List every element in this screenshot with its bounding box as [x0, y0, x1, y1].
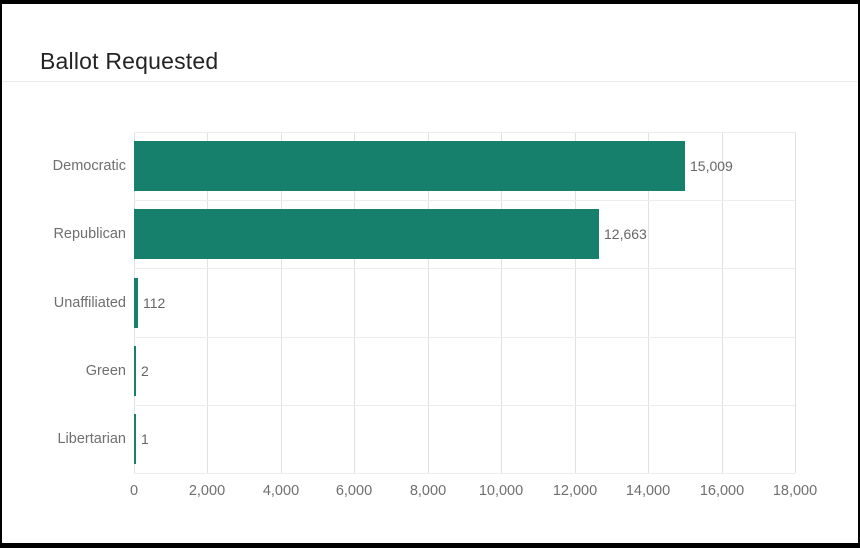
x-tick-label: 4,000 — [262, 483, 300, 499]
x-tick-label: 16,000 — [699, 483, 745, 499]
x-gridline — [795, 132, 796, 473]
bar-democratic[interactable] — [134, 141, 685, 191]
x-gridline — [501, 132, 502, 473]
row-gridline — [134, 132, 795, 133]
x-gridline — [428, 132, 429, 473]
x-tick-label: 18,000 — [772, 483, 818, 499]
value-label: 1 — [141, 431, 149, 447]
category-label-democratic: Democratic — [52, 158, 126, 174]
row-gridline — [134, 405, 795, 406]
row-gridline — [134, 473, 795, 474]
x-gridline — [575, 132, 576, 473]
value-label: 12,663 — [604, 226, 647, 242]
category-label-green: Green — [85, 363, 126, 379]
bar-libertarian[interactable] — [134, 414, 136, 464]
x-gridline — [281, 132, 282, 473]
x-gridline — [207, 132, 208, 473]
category-label-republican: Republican — [53, 226, 126, 242]
chart-title: Ballot Requested — [40, 48, 219, 74]
x-tick-label: 10,000 — [478, 483, 524, 499]
x-tick-label: 8,000 — [409, 483, 447, 499]
title-divider — [2, 81, 858, 82]
value-label: 15,009 — [690, 158, 733, 174]
x-gridline — [722, 132, 723, 473]
value-label: 2 — [141, 363, 149, 379]
row-gridline — [134, 200, 795, 201]
x-tick-label: 6,000 — [335, 483, 373, 499]
x-gridline — [648, 132, 649, 473]
x-tick-label: 12,000 — [552, 483, 598, 499]
value-label: 112 — [143, 295, 166, 311]
bar-green[interactable] — [134, 346, 136, 396]
category-label-unaffiliated: Unaffiliated — [53, 295, 126, 311]
x-gridline — [354, 132, 355, 473]
x-tick-label: 2,000 — [188, 483, 226, 499]
x-tick-label: 14,000 — [625, 483, 671, 499]
plot-area: 15,009 12,663 112 2 1 — [134, 132, 796, 474]
bar-unaffiliated[interactable] — [134, 278, 138, 328]
category-label-libertarian: Libertarian — [57, 431, 126, 447]
bar-republican[interactable] — [134, 209, 599, 259]
row-gridline — [134, 337, 795, 338]
x-tick-label: 0 — [129, 483, 139, 499]
row-gridline — [134, 268, 795, 269]
